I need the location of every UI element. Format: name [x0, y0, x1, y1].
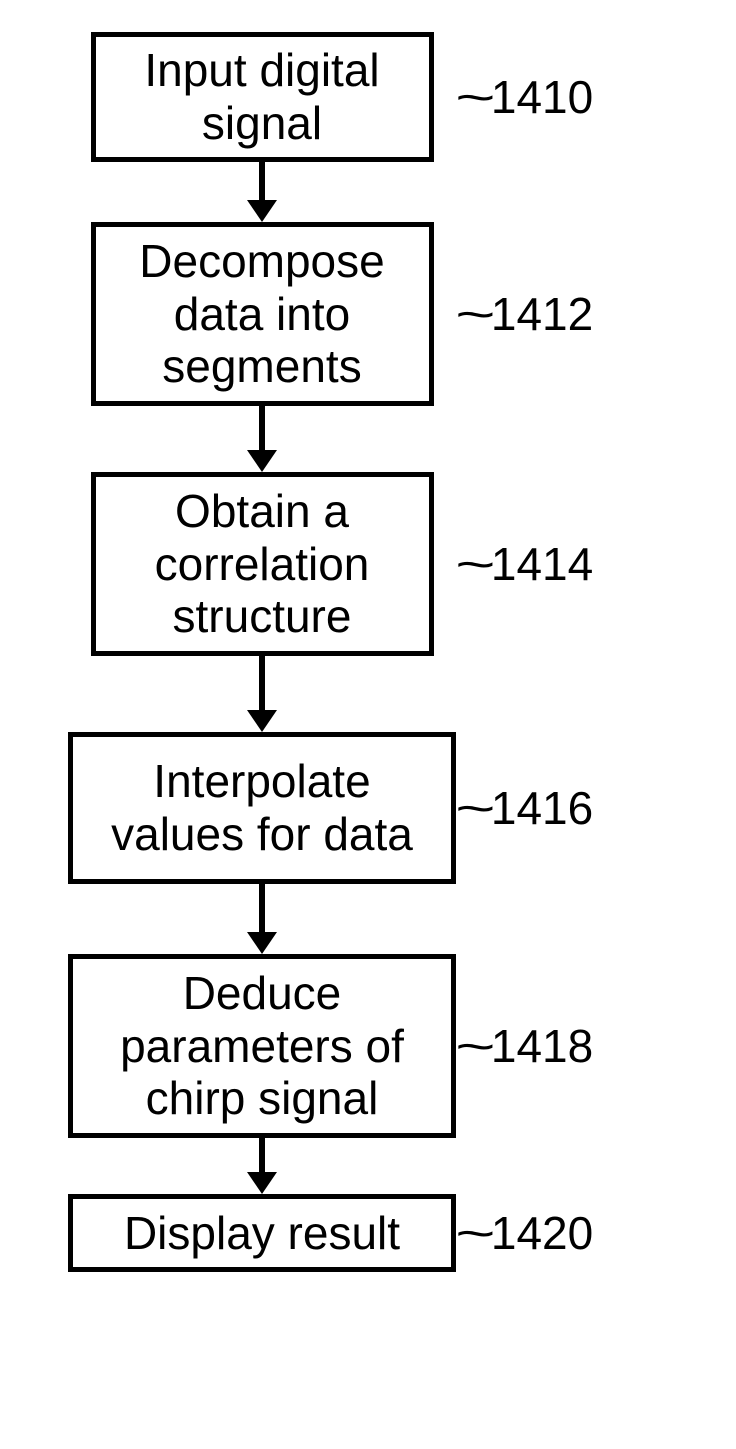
flowchart-container: Input digitalsignal~1410 Decomposedata in… — [68, 32, 456, 1272]
flow-step-decompose: Decomposedata intosegments~1412 — [68, 222, 456, 406]
flow-label-text: 1420 — [491, 1206, 593, 1260]
flow-box-input: Input digitalsignal — [91, 32, 434, 162]
flow-box-obtain: Obtain acorrelationstructure — [91, 472, 434, 656]
flow-step-interpolate: Interpolatevalues for data~1416 — [68, 732, 456, 884]
flow-label-text: 1410 — [491, 70, 593, 124]
flow-label-interpolate: ~1416 — [462, 732, 593, 884]
flow-arrow-deduce — [68, 1138, 456, 1194]
flow-step-input: Input digitalsignal~1410 — [68, 32, 456, 162]
flow-box-display: Display result — [68, 1194, 456, 1272]
flow-label-decompose: ~1412 — [462, 222, 593, 406]
flow-box-decompose: Decomposedata intosegments — [91, 222, 434, 406]
flow-arrow-interpolate — [68, 884, 456, 954]
flow-arrow-decompose — [68, 406, 456, 472]
flow-box-deduce: Deduceparameters ofchirp signal — [68, 954, 456, 1138]
flow-step-display: Display result~1420 — [68, 1194, 456, 1272]
flow-label-text: 1418 — [491, 1019, 593, 1073]
flow-label-display: ~1420 — [462, 1194, 593, 1272]
flow-box-interpolate: Interpolatevalues for data — [68, 732, 456, 884]
flow-label-text: 1412 — [491, 287, 593, 341]
flow-label-deduce: ~1418 — [462, 954, 593, 1138]
flow-label-text: 1414 — [491, 537, 593, 591]
flow-arrow-input — [68, 162, 456, 222]
flow-label-input: ~1410 — [462, 32, 593, 162]
flow-label-text: 1416 — [491, 781, 593, 835]
flow-step-deduce: Deduceparameters ofchirp signal~1418 — [68, 954, 456, 1138]
flow-step-obtain: Obtain acorrelationstructure~1414 — [68, 472, 456, 656]
flow-label-obtain: ~1414 — [462, 472, 593, 656]
flow-arrow-obtain — [68, 656, 456, 732]
